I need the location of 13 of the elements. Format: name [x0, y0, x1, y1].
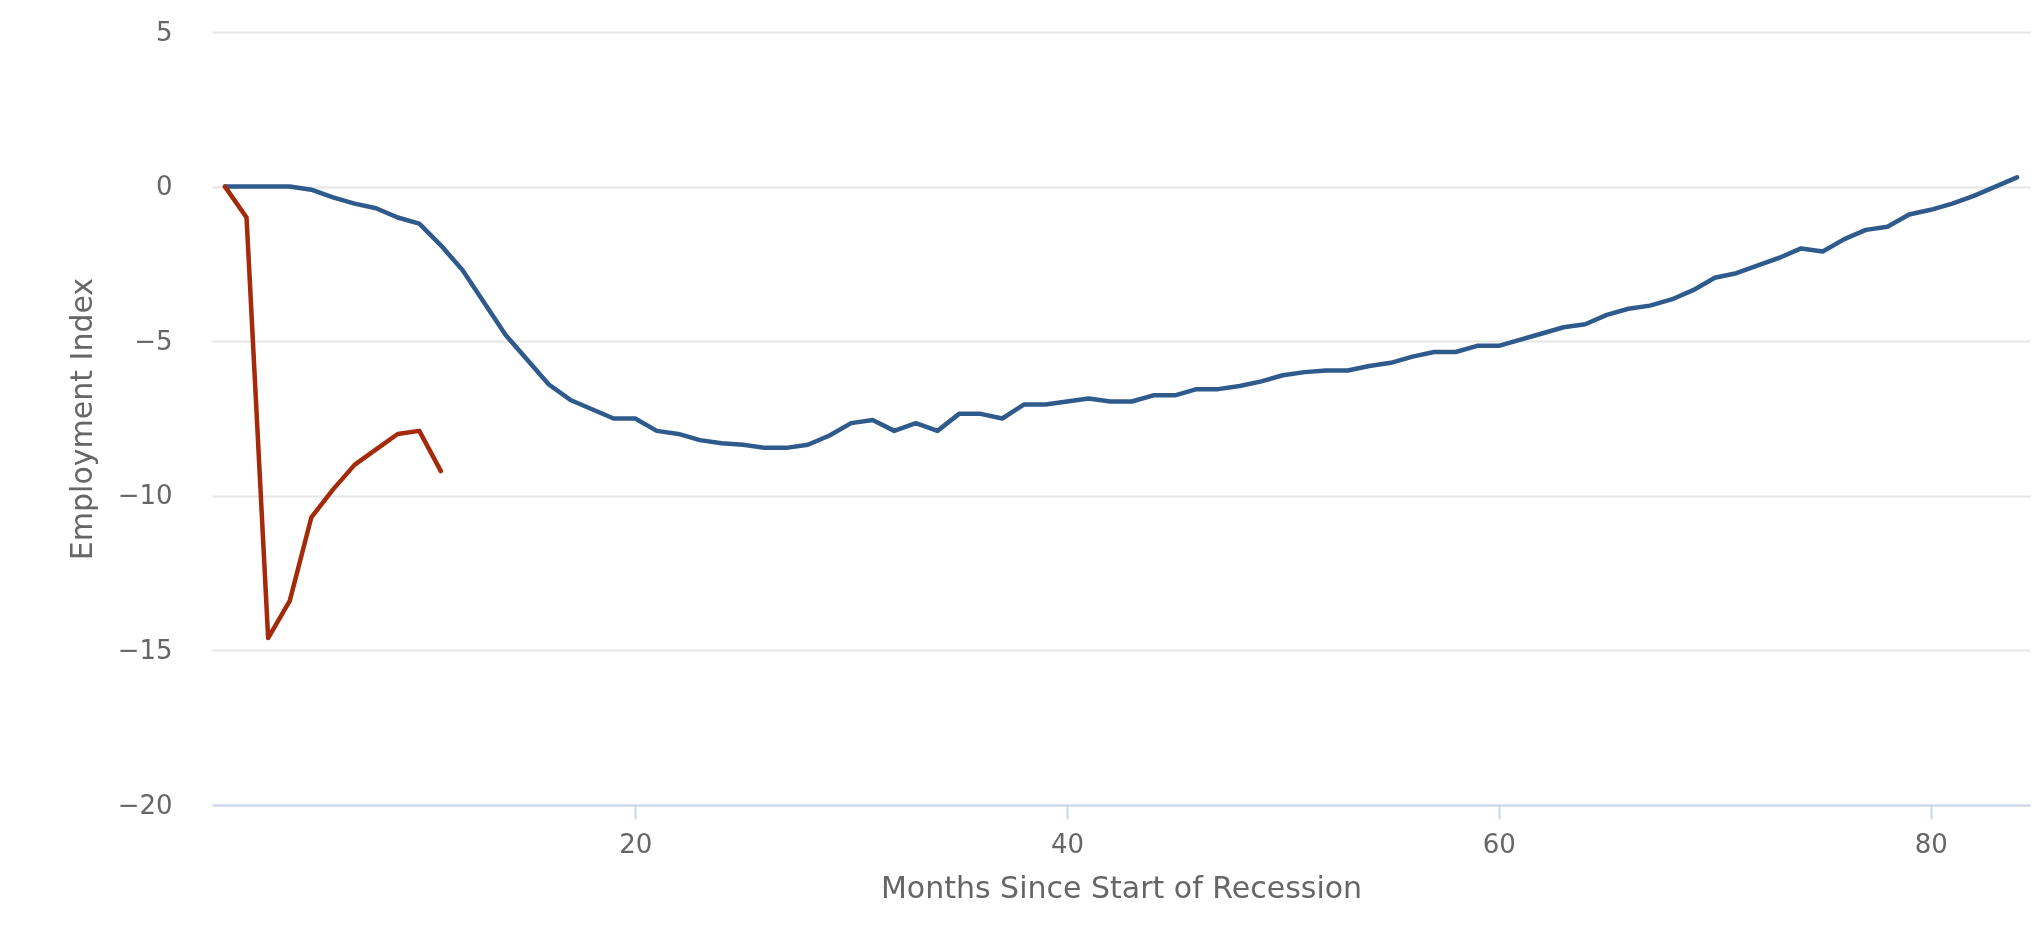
x-axis-title: Months Since Start of Recession: [880, 869, 1363, 905]
x-tick-label: 40: [1050, 828, 1085, 859]
x-tick-label: 20: [619, 828, 653, 859]
y-tick-label: 5: [155, 16, 173, 47]
y-tick-label: −15: [117, 634, 173, 665]
x-tick-label: 80: [1914, 828, 1948, 859]
y-axis-title: Employment Index: [63, 277, 99, 561]
y-tick-label: −10: [117, 480, 173, 511]
x-tick-label: 60: [1482, 828, 1516, 859]
y-tick-label: −5: [134, 325, 173, 356]
y-tick-label: 0: [155, 171, 173, 202]
line-series: [222, 184, 444, 641]
y-tick-label: −20: [117, 789, 173, 820]
